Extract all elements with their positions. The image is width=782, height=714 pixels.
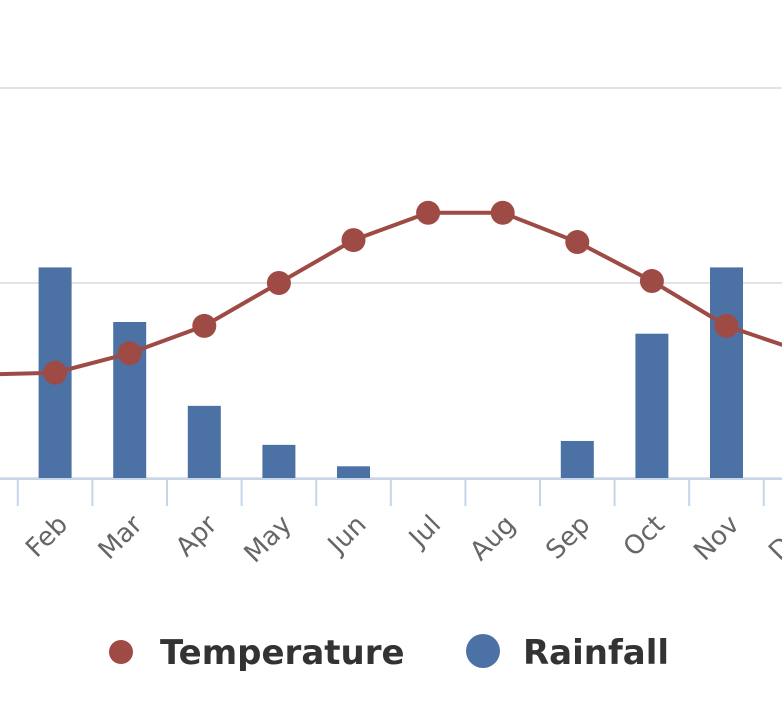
rainfall-bars — [38, 267, 743, 478]
temperature-point-jul — [416, 200, 441, 225]
temperature-line — [0, 200, 782, 385]
rainfall-bar-may — [262, 444, 296, 478]
temperature-point-jun — [341, 228, 366, 253]
legend-label-temperature: Temperature — [160, 633, 405, 673]
rainfall-legend-marker — [466, 634, 500, 668]
x-axis — [0, 478, 782, 506]
x-tick-label-oct: Oct — [618, 510, 671, 563]
x-tick-label-mar: Mar — [93, 510, 149, 566]
x-tick-labels: JanFebMarAprMayJunJulAugSepOctNovDec — [20, 510, 782, 569]
x-tick-label-jul: Jul — [402, 510, 447, 555]
temperature-point-may — [266, 271, 291, 295]
temperature-legend-marker — [109, 640, 133, 664]
temperature-point-apr — [192, 313, 217, 338]
x-tick-label-feb: Feb — [20, 510, 74, 564]
temperature-point-nov — [714, 313, 739, 338]
temperature-point-oct — [639, 269, 664, 294]
temperature-series-line — [0, 210, 782, 377]
x-tick-label-jun: Jun — [321, 510, 372, 561]
x-tick-label-nov: Nov — [688, 510, 745, 567]
temperature-point-mar — [117, 341, 142, 366]
legend-label-rainfall: Rainfall — [523, 633, 669, 673]
x-tick-label-may: May — [239, 510, 298, 569]
x-tick-label-sep: Sep — [540, 510, 596, 566]
rainfall-bar-sep — [560, 440, 594, 478]
rainfall-bar-jun — [337, 466, 370, 478]
rainfall-bar-oct — [635, 333, 669, 478]
legend-item-rainfall[interactable]: Rainfall — [466, 633, 669, 673]
x-tick-label-dec: Dec — [763, 510, 782, 567]
rainfall-bar-nov — [710, 267, 743, 478]
temperature-point-aug — [490, 200, 515, 225]
temperature-point-feb — [43, 360, 68, 385]
x-tick-label-apr: Apr — [170, 510, 223, 563]
rainfall-bar-apr — [187, 405, 221, 478]
x-tick-label-aug: Aug — [465, 510, 522, 567]
temperature-point-sep — [565, 230, 590, 255]
legend: Temperature Rainfall — [109, 633, 669, 673]
legend-item-temperature[interactable]: Temperature — [109, 633, 405, 673]
